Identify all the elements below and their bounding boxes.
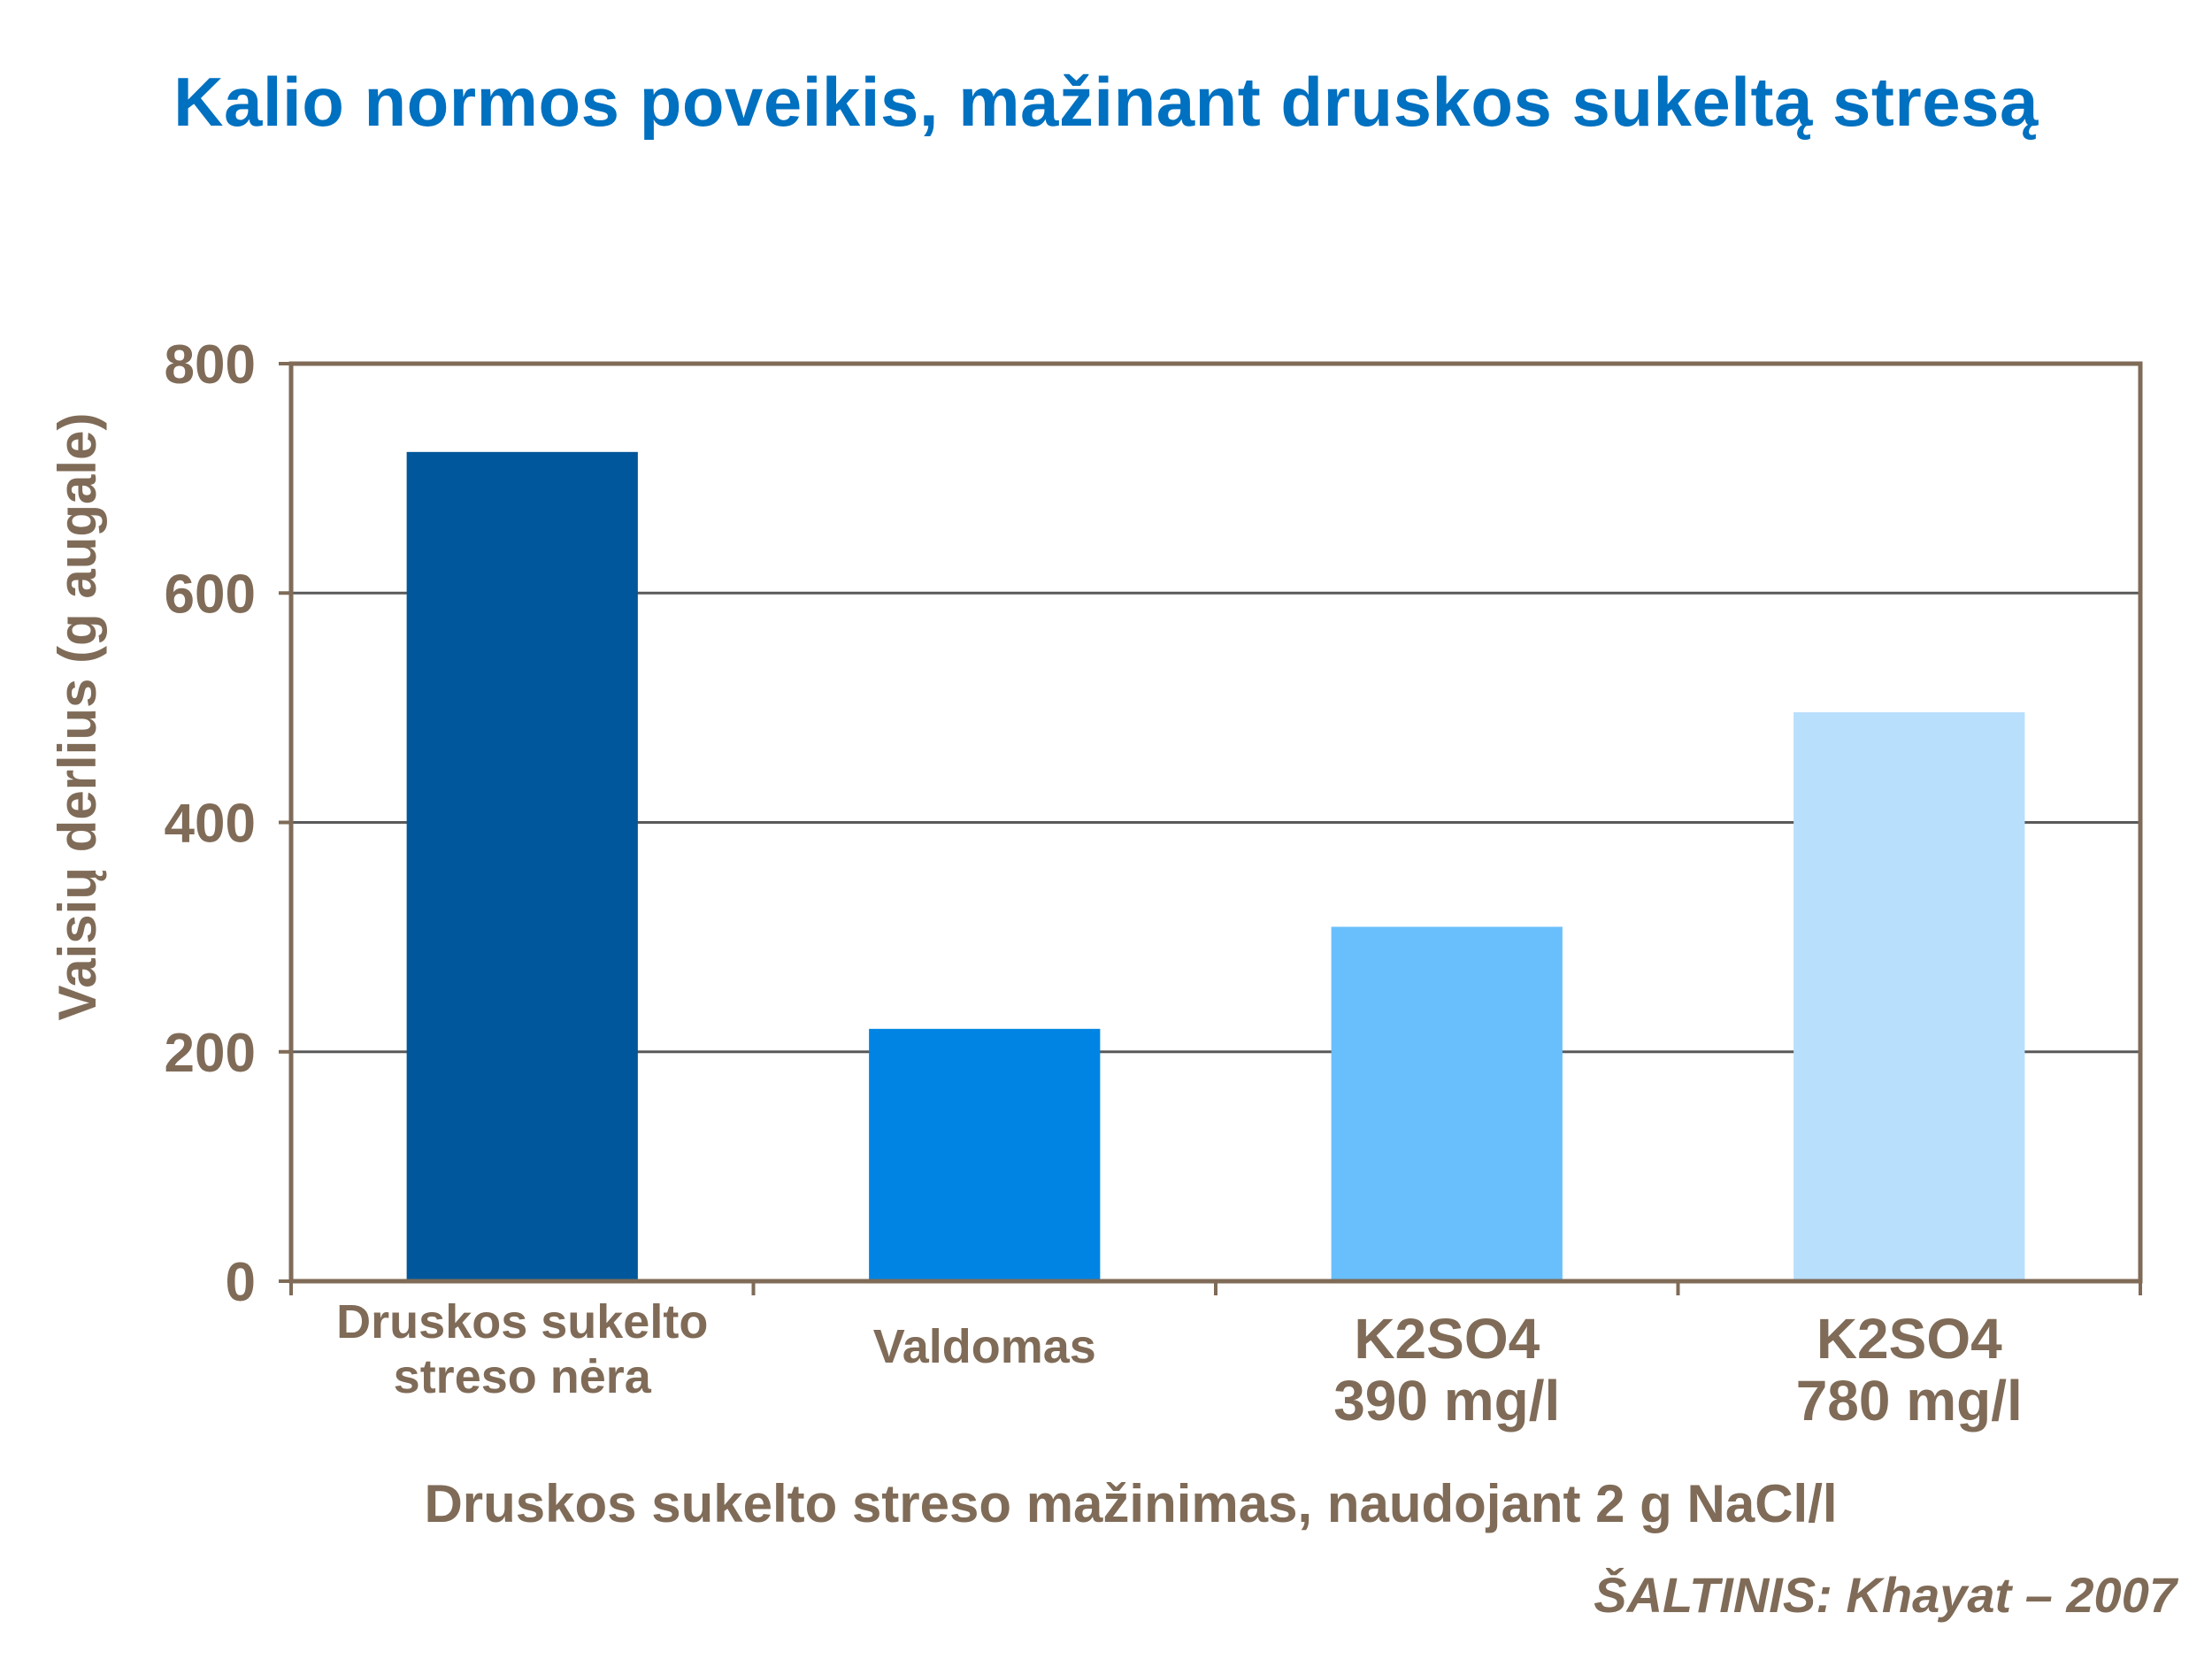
chart-title: Kalio normos poveikis, mažinant druskos … — [173, 63, 2039, 141]
y-tick-labels: 0 200 400 600 800 — [165, 334, 291, 1313]
y-tick-label: 200 — [165, 1023, 256, 1084]
bar — [1793, 712, 2025, 1281]
x-tick-label: Valdomas — [873, 1320, 1096, 1373]
y-tick-label: 400 — [165, 794, 256, 855]
y-axis-label: Vaisių derlius (g augale) — [48, 413, 107, 1021]
x-tick-label: K2SO4 780 mg/l — [1796, 1307, 2023, 1432]
x-tick-labels: Druskos sukelto streso nėra Valdomas K2SO4 3… — [289, 1281, 2142, 1432]
y-tick-label: 600 — [165, 564, 256, 625]
x-tick-label: K2SO4 390 mg/l — [1333, 1307, 1560, 1432]
x-tick-label: Druskos sukelto streso nėra — [336, 1295, 708, 1403]
bar — [869, 1028, 1101, 1281]
y-tick-label: 800 — [165, 334, 256, 396]
x-axis-label: Druskos sukelto streso mažinimas, naudoj… — [424, 1474, 1837, 1533]
source-note: ŠALTINIS: Khayat – 2007 — [1594, 1567, 2177, 1623]
bar — [406, 451, 638, 1281]
y-tick-label: 0 — [226, 1252, 256, 1313]
bar — [1331, 926, 1563, 1281]
bars — [406, 451, 2025, 1281]
